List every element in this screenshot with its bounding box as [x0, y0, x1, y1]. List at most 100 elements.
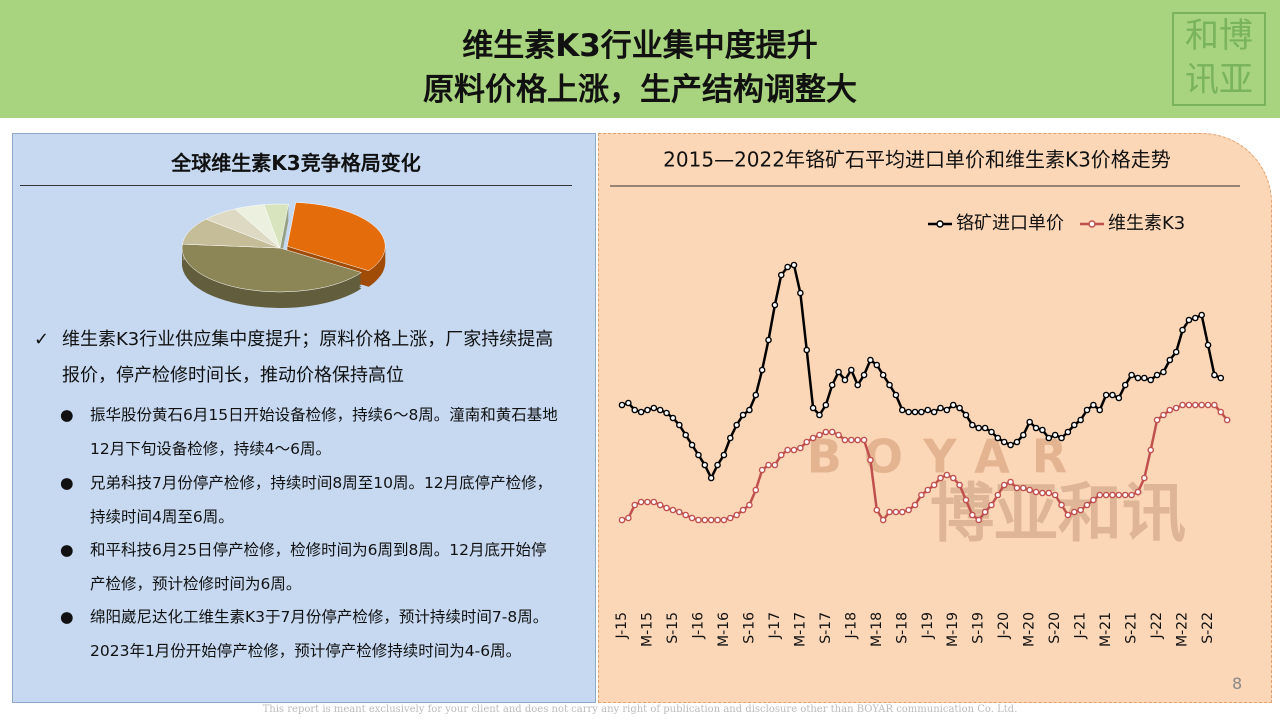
- x-tick-label: M-18: [869, 612, 885, 647]
- data-point: [854, 436, 861, 444]
- data-point: [981, 424, 989, 432]
- data-point: [650, 498, 658, 506]
- data-point: [828, 381, 836, 389]
- data-point: [1198, 311, 1205, 319]
- data-point: [752, 391, 760, 399]
- data-point: [1121, 491, 1129, 499]
- data-point: [733, 511, 740, 519]
- data-point: [1134, 488, 1142, 496]
- data-point: [924, 406, 932, 414]
- x-tick-label: S-22: [1200, 612, 1216, 644]
- data-point: [1153, 371, 1161, 379]
- data-point: [771, 461, 779, 469]
- x-tick-label: J-18: [843, 612, 859, 640]
- watermark: 博亚和讯: [930, 478, 1186, 552]
- chart-title: 2015—2022年铬矿石平均进口单价和维生素K3价格走势: [663, 148, 1171, 172]
- data-point: [1070, 508, 1078, 516]
- data-point: [1115, 491, 1123, 499]
- data-point: [1007, 478, 1014, 486]
- data-point: [956, 481, 963, 489]
- data-point: [707, 516, 715, 524]
- data-point: [1185, 401, 1193, 409]
- data-point: [918, 491, 925, 499]
- footer: This report is meant exclusively for you…: [262, 704, 1018, 715]
- data-point: [695, 516, 702, 524]
- data-point: [1102, 391, 1110, 399]
- data-point: [911, 408, 919, 416]
- data-point: [924, 486, 932, 494]
- data-point: [1032, 424, 1040, 432]
- data-point: [1166, 406, 1174, 414]
- data-point: [1090, 401, 1097, 409]
- data-point: [1115, 394, 1123, 402]
- data-point: [937, 404, 944, 412]
- data-point: [816, 431, 823, 439]
- data-point: [765, 336, 772, 344]
- data-point: [1153, 416, 1161, 424]
- data-point: [994, 491, 1002, 499]
- pie-slice: [286, 202, 386, 272]
- data-point: [879, 371, 887, 379]
- data-point: [656, 501, 664, 509]
- data-point: [688, 514, 696, 522]
- data-point: [663, 409, 670, 417]
- data-point: [1147, 376, 1155, 384]
- x-tick-label: S-19: [971, 612, 987, 644]
- data-point: [1211, 401, 1218, 409]
- x-tick-label: S-20: [1047, 612, 1063, 644]
- logo: 和博讯亚: [1172, 12, 1266, 106]
- data-point: [905, 506, 912, 514]
- data-point: [892, 508, 900, 516]
- data-point: [1058, 501, 1065, 509]
- data-point: [1204, 401, 1212, 409]
- data-point: [1070, 421, 1078, 429]
- data-point: [625, 514, 632, 522]
- data-point: [873, 361, 881, 369]
- data-point: [988, 428, 995, 436]
- data-point: [822, 428, 830, 436]
- pie-slice: [263, 203, 289, 249]
- data-point: [758, 366, 766, 374]
- data-point: [867, 356, 874, 364]
- data-point: [911, 501, 919, 509]
- data-point: [1141, 374, 1148, 382]
- data-point: [841, 436, 849, 444]
- data-point: [676, 421, 683, 429]
- data-point: [637, 498, 645, 506]
- x-tick-label: J-20: [996, 612, 1012, 640]
- data-point: [1026, 486, 1033, 494]
- data-point: [1000, 438, 1008, 446]
- data-point: [898, 508, 906, 516]
- data-point: [1077, 416, 1084, 424]
- bullet: 振华股份黄石6月15日开始设备检修，持续6～8周。潼南和黄石基地12月下旬设备检…: [90, 406, 558, 458]
- data-point: [981, 508, 989, 516]
- legend-marker: [936, 220, 944, 228]
- main-point: 维生素K3行业供应集中度提升；原料价格上涨，厂家持续提高报价，停产检修时间长，推…: [62, 329, 554, 386]
- data-point: [1051, 491, 1059, 499]
- data-point: [835, 431, 842, 439]
- data-point: [828, 428, 836, 436]
- bullet-dot: ●: [60, 608, 74, 626]
- data-point: [886, 508, 893, 516]
- data-point: [1192, 401, 1199, 409]
- data-point: [1172, 404, 1180, 412]
- data-point: [720, 451, 728, 459]
- panel-title: 全球维生素K3竞争格局变化: [171, 151, 421, 175]
- data-point: [873, 506, 881, 514]
- data-point: [803, 438, 811, 446]
- data-point: [720, 516, 728, 524]
- data-point: [1204, 341, 1212, 349]
- data-point: [949, 474, 957, 482]
- data-point: [1032, 488, 1040, 496]
- data-point: [701, 516, 709, 524]
- data-point: [1217, 374, 1225, 382]
- data-point: [1020, 484, 1027, 492]
- x-tick-label: M-20: [1022, 612, 1038, 647]
- legend-label: 维生素K3: [1108, 213, 1185, 234]
- data-point: [682, 511, 690, 519]
- data-point: [739, 411, 747, 419]
- data-point: [848, 366, 855, 374]
- data-point: [1179, 326, 1186, 334]
- data-point: [841, 376, 849, 384]
